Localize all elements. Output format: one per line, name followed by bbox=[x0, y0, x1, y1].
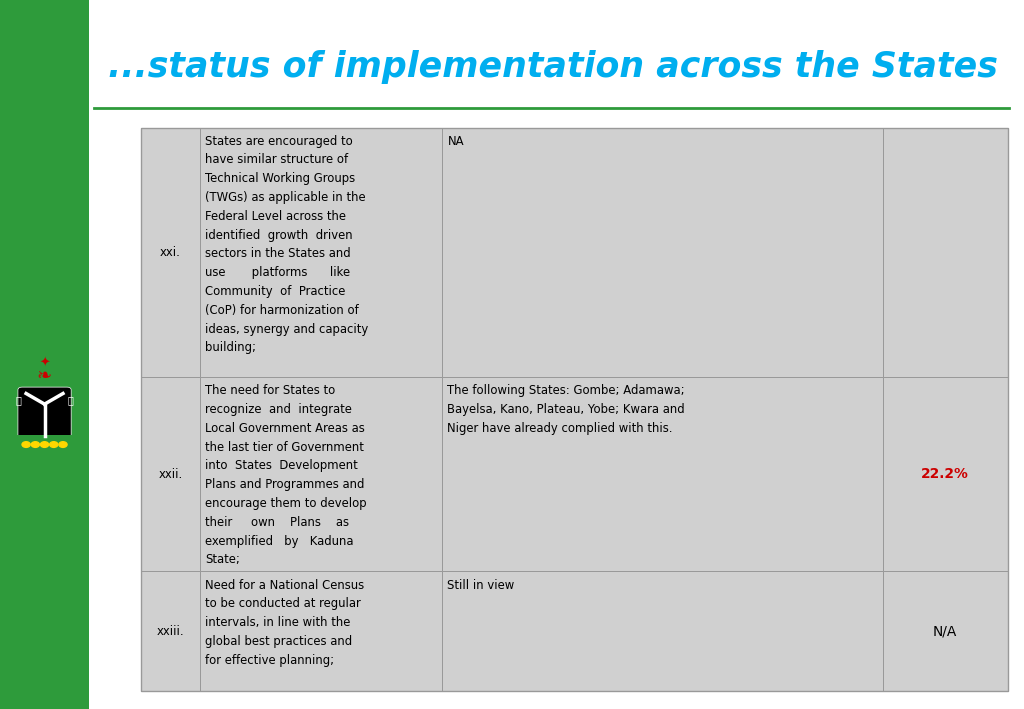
Text: identified  growth  driven: identified growth driven bbox=[205, 228, 352, 242]
Text: Still in view: Still in view bbox=[447, 579, 515, 591]
Text: Local Government Areas as: Local Government Areas as bbox=[205, 422, 365, 435]
Text: (CoP) for harmonization of: (CoP) for harmonization of bbox=[205, 304, 358, 317]
Text: 🐎: 🐎 bbox=[16, 396, 22, 406]
FancyBboxPatch shape bbox=[17, 387, 71, 439]
Bar bbox=[442, 571, 883, 691]
Circle shape bbox=[40, 442, 49, 447]
Bar bbox=[883, 377, 1008, 571]
Text: Bayelsa, Kano, Plateau, Yobe; Kwara and: Bayelsa, Kano, Plateau, Yobe; Kwara and bbox=[447, 403, 685, 416]
Text: NA: NA bbox=[447, 135, 464, 147]
Text: to be conducted at regular: to be conducted at regular bbox=[205, 597, 360, 610]
Circle shape bbox=[49, 442, 57, 447]
Text: 🐎: 🐎 bbox=[68, 396, 73, 406]
Bar bbox=[442, 377, 883, 571]
Bar bbox=[141, 128, 200, 377]
Text: State;: State; bbox=[205, 553, 240, 566]
Text: Community  of  Practice: Community of Practice bbox=[205, 285, 345, 298]
Bar bbox=[200, 377, 442, 571]
Text: their     own    Plans    as: their own Plans as bbox=[205, 516, 349, 529]
Bar bbox=[442, 128, 883, 377]
Text: ...status of implementation across the States: ...status of implementation across the S… bbox=[108, 50, 997, 84]
Text: States are encouraged to: States are encouraged to bbox=[205, 135, 352, 147]
Circle shape bbox=[22, 442, 31, 447]
Circle shape bbox=[58, 442, 68, 447]
Text: Federal Level across the: Federal Level across the bbox=[205, 210, 346, 223]
Text: building;: building; bbox=[205, 342, 256, 354]
Text: N/A: N/A bbox=[933, 625, 957, 638]
Text: exemplified   by   Kaduna: exemplified by Kaduna bbox=[205, 535, 353, 547]
Bar bbox=[200, 128, 442, 377]
Text: ❧: ❧ bbox=[37, 367, 52, 385]
Text: The need for States to: The need for States to bbox=[205, 384, 335, 397]
Bar bbox=[141, 571, 200, 691]
Text: (TWGs) as applicable in the: (TWGs) as applicable in the bbox=[205, 191, 366, 204]
Text: have similar structure of: have similar structure of bbox=[205, 154, 348, 167]
Text: Need for a National Census: Need for a National Census bbox=[205, 579, 364, 591]
Text: ✦: ✦ bbox=[39, 357, 50, 369]
Text: use       platforms      like: use platforms like bbox=[205, 267, 350, 279]
Bar bbox=[883, 128, 1008, 377]
Text: sectors in the States and: sectors in the States and bbox=[205, 247, 350, 260]
Text: xxii.: xxii. bbox=[159, 468, 182, 481]
Text: recognize  and  integrate: recognize and integrate bbox=[205, 403, 351, 416]
Text: xxi.: xxi. bbox=[160, 246, 181, 259]
Text: encourage them to develop: encourage them to develop bbox=[205, 497, 367, 510]
Text: into  States  Development: into States Development bbox=[205, 459, 357, 472]
Text: xxiii.: xxiii. bbox=[157, 625, 184, 638]
Bar bbox=[200, 571, 442, 691]
Bar bbox=[0, 0, 89, 709]
Text: Niger have already complied with this.: Niger have already complied with this. bbox=[447, 422, 673, 435]
Text: global best practices and: global best practices and bbox=[205, 635, 352, 648]
Text: intervals, in line with the: intervals, in line with the bbox=[205, 616, 350, 629]
Bar bbox=[141, 377, 200, 571]
Text: ideas, synergy and capacity: ideas, synergy and capacity bbox=[205, 323, 368, 335]
Text: Plans and Programmes and: Plans and Programmes and bbox=[205, 478, 365, 491]
Bar bbox=[13, 435, 76, 450]
Text: 22.2%: 22.2% bbox=[922, 467, 969, 481]
Text: for effective planning;: for effective planning; bbox=[205, 654, 334, 666]
Text: The following States: Gombe; Adamawa;: The following States: Gombe; Adamawa; bbox=[447, 384, 685, 397]
Text: Technical Working Groups: Technical Working Groups bbox=[205, 172, 355, 185]
Bar bbox=[883, 571, 1008, 691]
Circle shape bbox=[31, 442, 39, 447]
Text: the last tier of Government: the last tier of Government bbox=[205, 441, 364, 454]
Bar bbox=[141, 128, 1008, 691]
